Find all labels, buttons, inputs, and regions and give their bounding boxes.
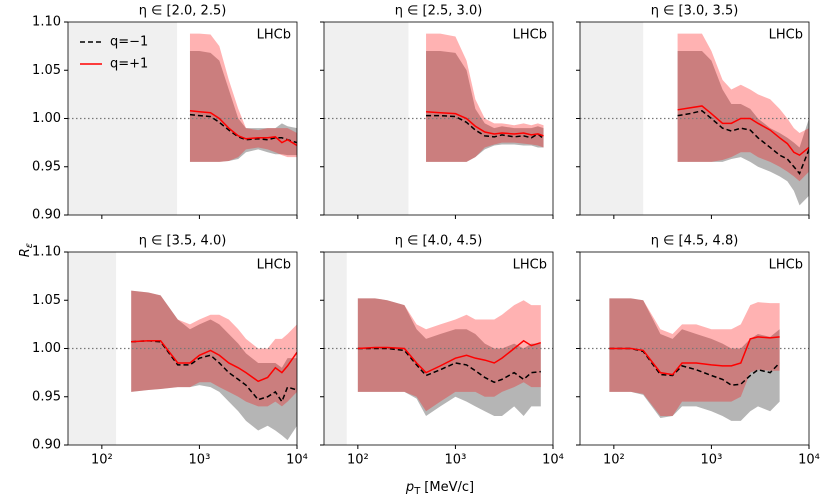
y-label-sub: ε bbox=[24, 242, 35, 248]
y-tick-label: 0.95 bbox=[32, 159, 61, 174]
annotation: LHCb bbox=[257, 28, 291, 43]
y-label-main: R bbox=[18, 248, 33, 257]
y-tick-label: 0.95 bbox=[32, 389, 61, 404]
panel-title: η ∈ [4.0, 4.5) bbox=[395, 234, 483, 249]
excluded-region bbox=[324, 252, 347, 445]
uncertainty-band bbox=[189, 50, 297, 162]
x-tick-label: 10² bbox=[91, 453, 113, 468]
uncertainty-band bbox=[189, 33, 297, 162]
plot-area bbox=[324, 252, 553, 445]
series-line bbox=[677, 105, 809, 157]
plot-area bbox=[68, 252, 297, 445]
plot-area bbox=[580, 298, 809, 421]
excluded-region bbox=[68, 22, 178, 215]
panel-title: η ∈ [3.0, 3.5) bbox=[651, 4, 739, 19]
x-tick-label: 10⁴ bbox=[542, 453, 564, 468]
uncertainty-band bbox=[131, 290, 297, 407]
plot-area bbox=[580, 22, 809, 215]
series-line bbox=[131, 340, 297, 383]
x-tick-label: 10³ bbox=[701, 453, 723, 468]
uncertainty-band bbox=[357, 298, 541, 417]
series-line bbox=[131, 340, 297, 404]
plot-area bbox=[324, 22, 553, 215]
annotation: LHCb bbox=[513, 258, 547, 273]
series-line bbox=[426, 114, 545, 140]
panel-title: η ∈ [2.0, 2.5) bbox=[139, 4, 227, 19]
series-line bbox=[425, 110, 544, 137]
legend-label: q=+1 bbox=[110, 57, 148, 72]
series-line bbox=[189, 110, 297, 147]
x-tick-label: 10⁴ bbox=[798, 453, 820, 468]
annotation: LHCb bbox=[769, 28, 803, 43]
x-tick-label: 10⁴ bbox=[286, 453, 308, 468]
y-tick-label: 0.90 bbox=[32, 438, 61, 453]
excluded-region bbox=[324, 22, 409, 215]
panel-title: η ∈ [2.5, 3.0) bbox=[395, 4, 483, 19]
x-label-main: p bbox=[405, 480, 414, 495]
x-tick-label: 10³ bbox=[189, 453, 211, 468]
annotation: LHCb bbox=[257, 258, 291, 273]
x-label-unit: [MeV/c] bbox=[424, 480, 474, 495]
x-axis-label: pT [MeV/c] bbox=[405, 480, 474, 498]
plot-area bbox=[68, 22, 297, 215]
series-line bbox=[357, 347, 541, 384]
x-label-sub: T bbox=[413, 486, 421, 497]
series-line bbox=[609, 336, 780, 376]
y-tick-label: 1.05 bbox=[32, 63, 61, 78]
panel-title: η ∈ [4.5, 4.8) bbox=[651, 234, 739, 249]
uncertainty-band bbox=[357, 298, 541, 412]
uncertainty-band bbox=[609, 298, 780, 417]
panel-title: η ∈ [3.5, 4.0) bbox=[139, 234, 227, 249]
annotation: LHCb bbox=[513, 28, 547, 43]
y-axis-label: Rε bbox=[18, 242, 36, 257]
y-tick-label: 1.10 bbox=[32, 15, 61, 30]
uncertainty-band bbox=[131, 290, 297, 441]
series-line bbox=[357, 339, 542, 374]
x-tick-label: 10² bbox=[347, 453, 369, 468]
series-line bbox=[677, 109, 809, 175]
legend-label: q=−1 bbox=[110, 35, 148, 50]
annotation: LHCb bbox=[769, 258, 803, 273]
y-tick-label: 1.00 bbox=[32, 341, 61, 356]
uncertainty-band bbox=[426, 33, 544, 162]
series-line bbox=[189, 113, 297, 144]
y-tick-label: 1.05 bbox=[32, 293, 61, 308]
x-tick-label: 10³ bbox=[445, 453, 467, 468]
uncertainty-band bbox=[677, 33, 809, 182]
x-tick-label: 10² bbox=[603, 453, 625, 468]
y-tick-label: 0.90 bbox=[32, 208, 61, 223]
y-tick-label: 1.10 bbox=[32, 245, 61, 260]
uncertainty-band bbox=[609, 298, 780, 421]
series-line bbox=[609, 347, 781, 386]
y-tick-label: 1.00 bbox=[32, 111, 61, 126]
